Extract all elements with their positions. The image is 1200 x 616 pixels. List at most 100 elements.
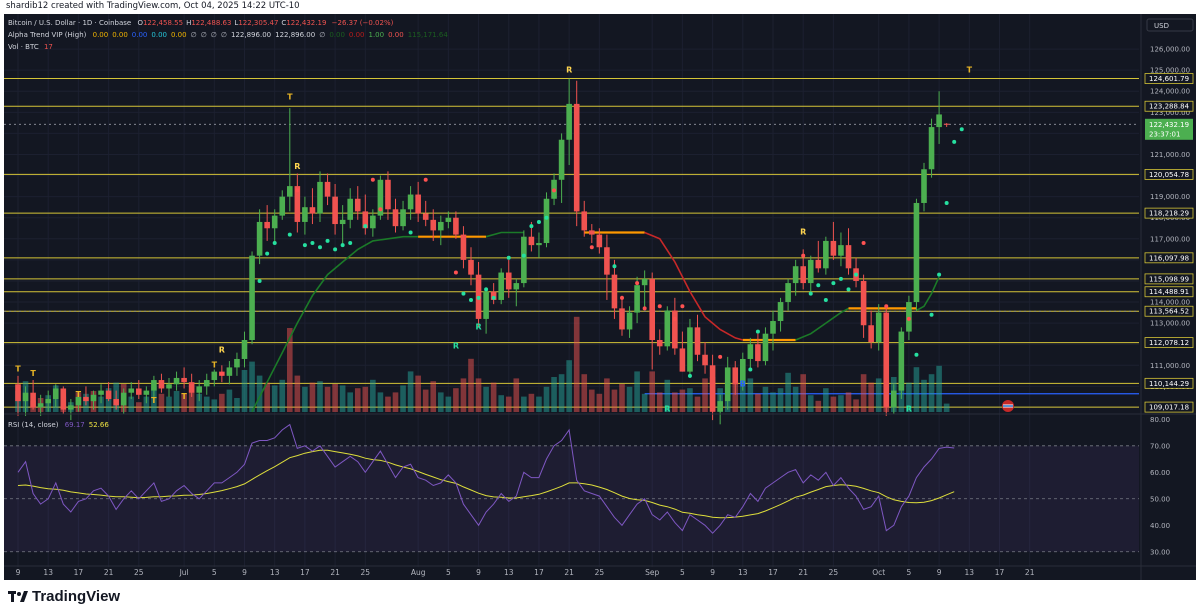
candle[interactable] [626, 306, 633, 338]
candle[interactable] [777, 297, 784, 332]
candle[interactable] [830, 221, 837, 260]
candle[interactable] [589, 224, 595, 244]
candle[interactable] [226, 361, 233, 385]
candle[interactable] [105, 382, 112, 402]
candle[interactable] [558, 133, 565, 203]
candle[interactable] [619, 295, 625, 336]
candle[interactable] [68, 399, 74, 421]
candle[interactable] [392, 198, 399, 233]
candle[interactable] [287, 108, 293, 212]
candle[interactable] [868, 310, 874, 349]
candle[interactable] [90, 390, 97, 410]
candle[interactable] [490, 283, 497, 305]
candle[interactable] [302, 196, 308, 235]
flag-icon[interactable] [1002, 400, 1014, 412]
candle[interactable] [400, 200, 406, 231]
candle[interactable] [664, 306, 671, 351]
candle[interactable] [883, 306, 890, 416]
candle[interactable] [339, 205, 346, 246]
candle[interactable] [422, 200, 429, 227]
candle[interactable] [15, 375, 21, 416]
candle[interactable] [309, 188, 316, 225]
candle[interactable] [332, 184, 338, 235]
candle[interactable] [317, 171, 323, 222]
candle[interactable] [196, 380, 202, 402]
candle[interactable] [747, 337, 754, 370]
candle[interactable] [173, 371, 180, 391]
candle[interactable] [136, 380, 142, 400]
candle[interactable] [611, 259, 618, 319]
candle[interactable] [672, 297, 678, 355]
candle[interactable] [407, 186, 414, 220]
candle[interactable] [566, 78, 572, 166]
candle[interactable] [807, 255, 814, 292]
candle[interactable] [385, 171, 391, 220]
candle[interactable] [762, 327, 769, 366]
candle[interactable] [717, 394, 723, 425]
candle[interactable] [536, 232, 542, 258]
candle[interactable] [724, 356, 731, 410]
candle[interactable] [679, 331, 686, 372]
candle[interactable] [823, 236, 829, 275]
candle[interactable] [460, 226, 467, 269]
candle[interactable] [740, 352, 746, 391]
candle[interactable] [256, 209, 263, 265]
candle[interactable] [430, 209, 437, 241]
currency-badge[interactable]: USD [1146, 18, 1194, 32]
candle[interactable] [211, 369, 218, 387]
candle[interactable] [838, 232, 844, 267]
candle[interactable] [709, 354, 716, 421]
candle[interactable] [203, 373, 210, 395]
candle[interactable] [128, 382, 135, 400]
candle[interactable] [143, 386, 150, 404]
candle[interactable] [279, 190, 286, 220]
candle[interactable] [921, 162, 927, 212]
candle[interactable] [98, 384, 104, 404]
candle[interactable] [181, 367, 187, 389]
candle[interactable] [573, 80, 580, 227]
candle[interactable] [113, 390, 119, 410]
candle[interactable] [249, 251, 255, 345]
candle[interactable] [415, 181, 421, 222]
candle[interactable] [860, 274, 867, 338]
candle[interactable] [875, 304, 882, 351]
candle[interactable] [521, 230, 527, 288]
candle[interactable] [581, 200, 588, 237]
candle[interactable] [936, 91, 942, 144]
candle[interactable] [649, 272, 655, 370]
candle[interactable] [913, 198, 920, 311]
candle[interactable] [928, 118, 935, 178]
candle[interactable] [120, 388, 127, 414]
candle[interactable] [792, 259, 799, 296]
candle[interactable] [377, 175, 384, 220]
candle[interactable] [30, 380, 36, 410]
candle[interactable] [75, 392, 82, 412]
candle[interactable] [264, 205, 270, 241]
candle[interactable] [898, 327, 905, 400]
candle[interactable] [845, 228, 852, 275]
candle[interactable] [891, 384, 897, 414]
candle[interactable] [596, 228, 603, 254]
candle[interactable] [498, 268, 504, 305]
candle[interactable] [468, 247, 474, 286]
candle[interactable] [445, 211, 452, 229]
candle[interactable] [483, 287, 489, 334]
candle[interactable] [166, 377, 172, 397]
candle[interactable] [37, 394, 44, 416]
candle[interactable] [687, 318, 693, 378]
candle[interactable] [151, 375, 157, 397]
candle[interactable] [52, 384, 59, 408]
candle[interactable] [770, 310, 776, 351]
candle[interactable] [241, 331, 248, 368]
candle[interactable] [234, 352, 240, 376]
candle[interactable] [641, 270, 648, 309]
candle[interactable] [815, 240, 822, 273]
candle[interactable] [505, 259, 512, 298]
candle[interactable] [354, 186, 361, 220]
candle[interactable] [656, 329, 663, 355]
candle[interactable] [604, 234, 610, 300]
candle[interactable] [755, 333, 761, 368]
candle[interactable] [438, 215, 444, 246]
